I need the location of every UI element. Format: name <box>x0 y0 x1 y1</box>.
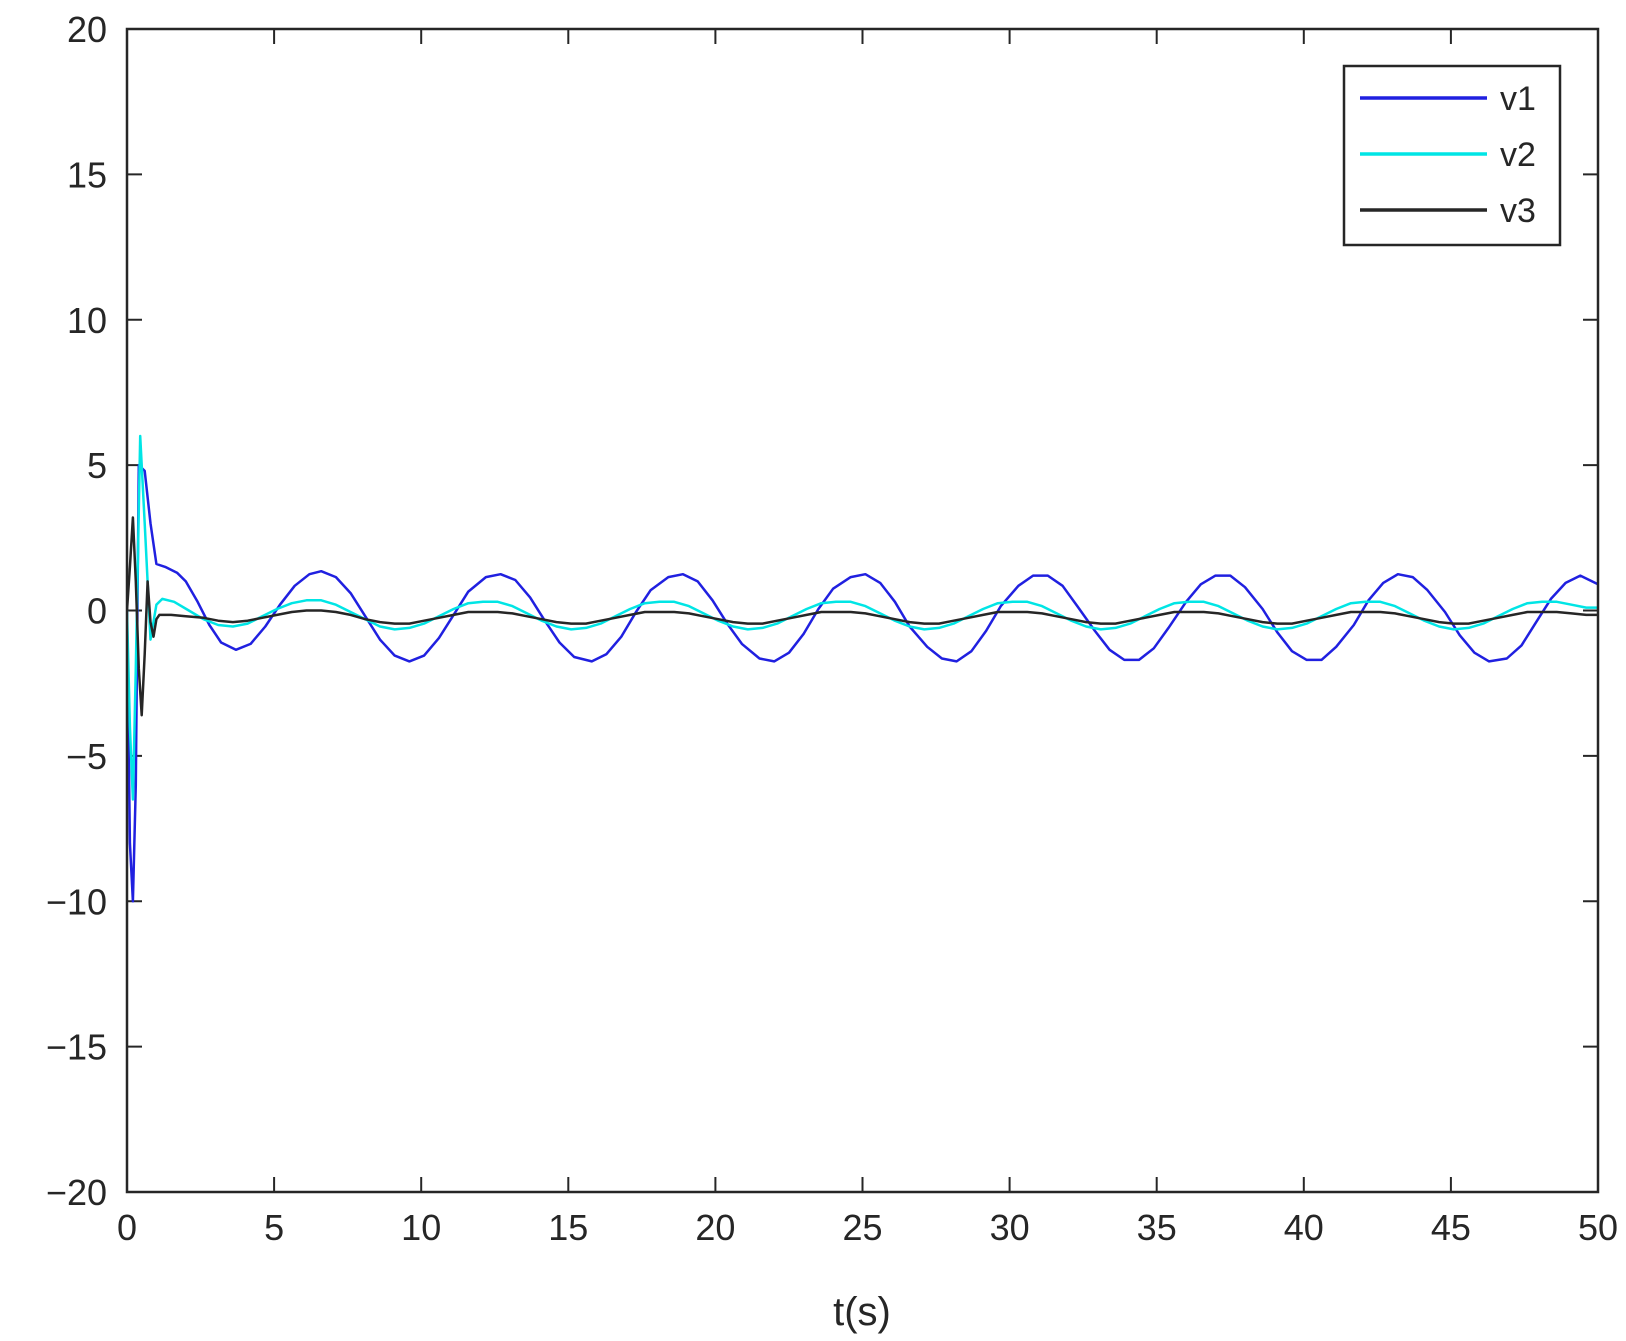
y-tick-label: 0 <box>87 591 107 632</box>
y-tick-label: 15 <box>67 154 107 195</box>
plot-series <box>127 434 1598 903</box>
x-tick-label: 40 <box>1284 1207 1324 1248</box>
x-tick-label: 0 <box>117 1207 137 1248</box>
x-axis-label: t(s) <box>833 1290 891 1334</box>
series-line-v1 <box>127 463 1598 903</box>
y-tick-label: −20 <box>46 1172 107 1213</box>
x-tick-label: 30 <box>990 1207 1030 1248</box>
y-tick-label: −15 <box>46 1027 107 1068</box>
y-tick-label: −10 <box>46 881 107 922</box>
legend-entries: v1 v2 v3 <box>1360 80 1536 230</box>
legend-label-v3: v3 <box>1500 192 1536 230</box>
y-tick-label: 5 <box>87 445 107 486</box>
x-tick-label: 45 <box>1431 1207 1471 1248</box>
y-tick-label: 20 <box>67 9 107 50</box>
x-tick-label: 35 <box>1137 1207 1177 1248</box>
legend-label-v2: v2 <box>1500 136 1536 174</box>
x-tick-label: 5 <box>264 1207 284 1248</box>
legend-label-v1: v1 <box>1500 80 1536 118</box>
x-tick-label: 25 <box>842 1207 882 1248</box>
y-tick-label: −5 <box>66 736 107 777</box>
x-tick-label: 15 <box>548 1207 588 1248</box>
legend: v1 v2 v3 <box>1342 64 1562 247</box>
plot-area-frame <box>125 27 1600 1194</box>
x-tick-label: 50 <box>1578 1207 1618 1248</box>
y-tick-label: 10 <box>67 300 107 341</box>
y-tick-labels: −20 −15 −10 −5 0 5 10 15 20 <box>46 9 107 1213</box>
x-tick-labels: 0 5 10 15 20 25 30 35 40 45 50 <box>117 1207 1618 1248</box>
x-tick-label: 10 <box>401 1207 441 1248</box>
series-line-v3 <box>127 516 1598 717</box>
series-line-v2 <box>127 434 1598 801</box>
x-tick-label: 20 <box>695 1207 735 1248</box>
